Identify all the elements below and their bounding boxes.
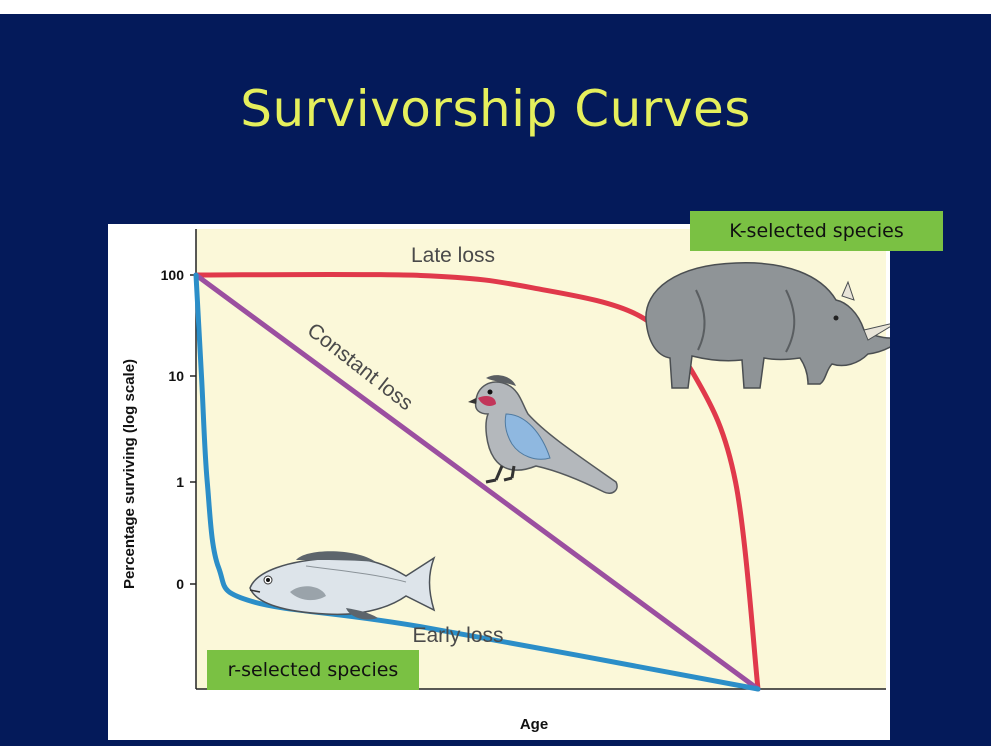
series-label-early-loss: Early loss bbox=[412, 624, 503, 647]
y-tick-label: 10 bbox=[168, 368, 184, 384]
r-selected-tag: r-selected species bbox=[207, 650, 419, 690]
y-tick-label: 100 bbox=[161, 267, 185, 283]
k-selected-tag: K-selected species bbox=[690, 211, 943, 251]
series-line-constant-loss bbox=[193, 272, 761, 692]
chart-panel: 100 10 1 0 Percentage surviving (log scale)… bbox=[108, 224, 890, 740]
series-line-late-loss bbox=[193, 271, 761, 692]
fish-icon bbox=[249, 551, 436, 620]
slide-title: Survivorship Curves bbox=[240, 80, 751, 138]
y-tick-label: 0 bbox=[176, 576, 184, 592]
series-label-late-loss: Late loss bbox=[411, 244, 495, 267]
series-line-early-loss bbox=[193, 272, 761, 692]
y-tick-label: 1 bbox=[176, 474, 184, 490]
y-axis-label: Percentage surviving (log scale) bbox=[121, 359, 138, 589]
x-axis-label: Age bbox=[520, 716, 548, 733]
rhinoceros-icon bbox=[645, 262, 890, 389]
bird-icon bbox=[468, 375, 618, 494]
